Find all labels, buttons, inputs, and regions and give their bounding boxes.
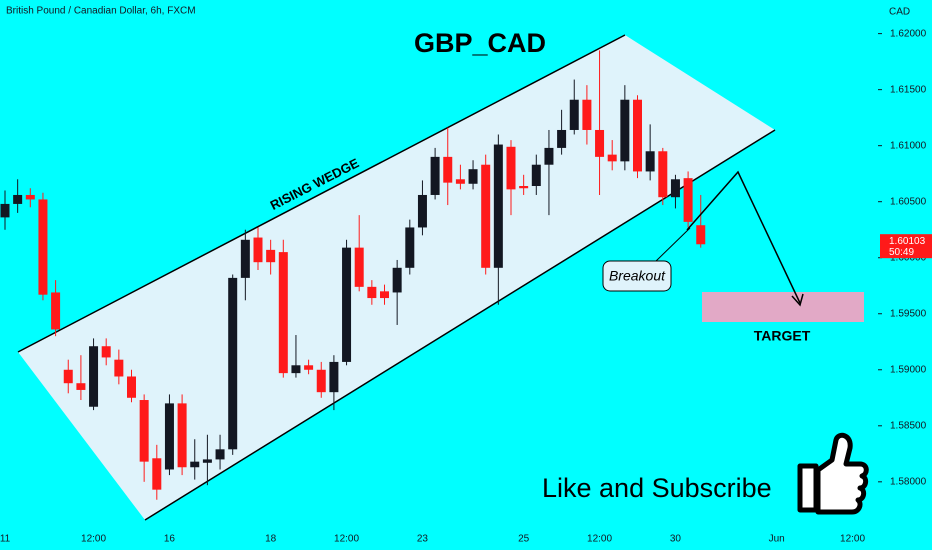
candle-body bbox=[253, 237, 263, 263]
candle-body bbox=[595, 129, 605, 157]
breakout-pointer bbox=[654, 227, 691, 263]
candle-body bbox=[506, 146, 516, 190]
candle-body bbox=[190, 461, 200, 468]
candle-body bbox=[266, 249, 276, 263]
y-tick-label: 1.59500 bbox=[890, 308, 927, 319]
chart-title: GBP_CAD bbox=[414, 28, 546, 58]
x-tick-label: 23 bbox=[417, 534, 429, 545]
y-tick-label: 1.60500 bbox=[890, 196, 927, 207]
x-tick-label: 25 bbox=[518, 534, 530, 545]
candle-body bbox=[633, 99, 642, 172]
price-tag bbox=[880, 234, 932, 259]
x-tick-label: 11 bbox=[0, 534, 11, 545]
candle-body bbox=[139, 400, 149, 462]
candle-body bbox=[316, 369, 326, 393]
candle-body bbox=[152, 458, 162, 490]
y-tick-label: 1.61500 bbox=[890, 84, 927, 95]
candle-body bbox=[430, 156, 440, 195]
candle-body bbox=[202, 459, 212, 463]
plot bbox=[0, 50, 706, 500]
x-tick-label: 18 bbox=[265, 534, 277, 545]
breakout-box bbox=[602, 260, 672, 292]
y-tick-label: 1.58000 bbox=[890, 476, 927, 487]
price-tag-countdown: 50:49 bbox=[889, 247, 914, 258]
candle-body bbox=[25, 194, 35, 200]
candle-body bbox=[76, 383, 86, 390]
x-tick-label: 12:00 bbox=[587, 534, 612, 545]
candle-body bbox=[13, 194, 23, 204]
candle-body bbox=[620, 99, 630, 162]
candle-body bbox=[405, 227, 415, 268]
wedge-lower bbox=[144, 129, 776, 521]
candle-body bbox=[607, 154, 617, 162]
x-tick-label: 12:00 bbox=[334, 534, 359, 545]
arrow-head bbox=[791, 293, 804, 307]
thumb-hand bbox=[815, 432, 869, 515]
candle-body bbox=[557, 129, 567, 148]
x-tick-label: 30 bbox=[670, 534, 682, 545]
candle-body bbox=[228, 277, 238, 450]
symbol-info: British Pound / Canadian Dollar, 6h, FXC… bbox=[6, 6, 196, 17]
thumb-cuff bbox=[797, 463, 819, 513]
candle-body bbox=[0, 203, 10, 218]
candle-body bbox=[367, 286, 377, 299]
candle-body bbox=[342, 247, 352, 362]
candle-body bbox=[278, 252, 288, 374]
candle-body bbox=[670, 179, 680, 198]
thumbs-up-icon bbox=[797, 432, 869, 515]
y-tick-label: 1.62000 bbox=[890, 28, 927, 39]
target-zone bbox=[702, 292, 864, 322]
candle-body bbox=[89, 346, 99, 407]
candle-body bbox=[63, 369, 73, 384]
candle-body bbox=[658, 151, 668, 198]
candle-body bbox=[127, 376, 136, 398]
candle-body bbox=[531, 164, 541, 187]
x-tick-label: 12:00 bbox=[81, 534, 106, 545]
x-tick-label: Jun bbox=[769, 534, 785, 545]
candle-body bbox=[380, 291, 389, 299]
y-tick-label: 1.58500 bbox=[890, 420, 927, 431]
candle-body bbox=[240, 239, 250, 278]
y-tick-label: 1.59000 bbox=[890, 364, 927, 375]
y-axis-label: CAD bbox=[889, 7, 910, 18]
candle-body bbox=[101, 346, 111, 358]
candle-body bbox=[51, 292, 61, 330]
projection-arrow bbox=[686, 170, 801, 304]
candle-body bbox=[417, 194, 427, 228]
x-tick-label: 16 bbox=[164, 534, 176, 545]
breakout-label: Breakout bbox=[609, 268, 666, 284]
candle-body bbox=[493, 144, 503, 268]
candle-body bbox=[114, 359, 124, 377]
y-tick-label: 1.61000 bbox=[890, 140, 927, 151]
target-label: TARGET bbox=[754, 328, 811, 344]
candle-body bbox=[519, 186, 529, 189]
candle-body bbox=[683, 178, 693, 222]
candle-body bbox=[468, 169, 478, 184]
candle-body bbox=[354, 247, 364, 287]
x-tick-label: 12:00 bbox=[840, 534, 865, 545]
candle-body bbox=[38, 199, 48, 295]
candle-body bbox=[455, 179, 465, 184]
candle-body bbox=[544, 147, 554, 165]
candle-body bbox=[392, 267, 402, 293]
candle-body bbox=[569, 99, 579, 130]
candle-body bbox=[304, 365, 314, 370]
candle-body bbox=[582, 99, 592, 130]
candle-body bbox=[177, 403, 187, 468]
candle-body bbox=[481, 164, 491, 268]
candle-body bbox=[329, 361, 339, 393]
candle-body bbox=[696, 225, 706, 245]
candle-body bbox=[164, 403, 174, 470]
candle-body bbox=[443, 156, 453, 183]
candle-body bbox=[215, 449, 225, 460]
cta-label: Like and Subscribe bbox=[542, 473, 772, 503]
candle-body bbox=[291, 365, 301, 374]
wedge-upper bbox=[17, 34, 626, 353]
price-tag-value: 1.60103 bbox=[889, 236, 926, 247]
candle-body bbox=[645, 151, 655, 172]
